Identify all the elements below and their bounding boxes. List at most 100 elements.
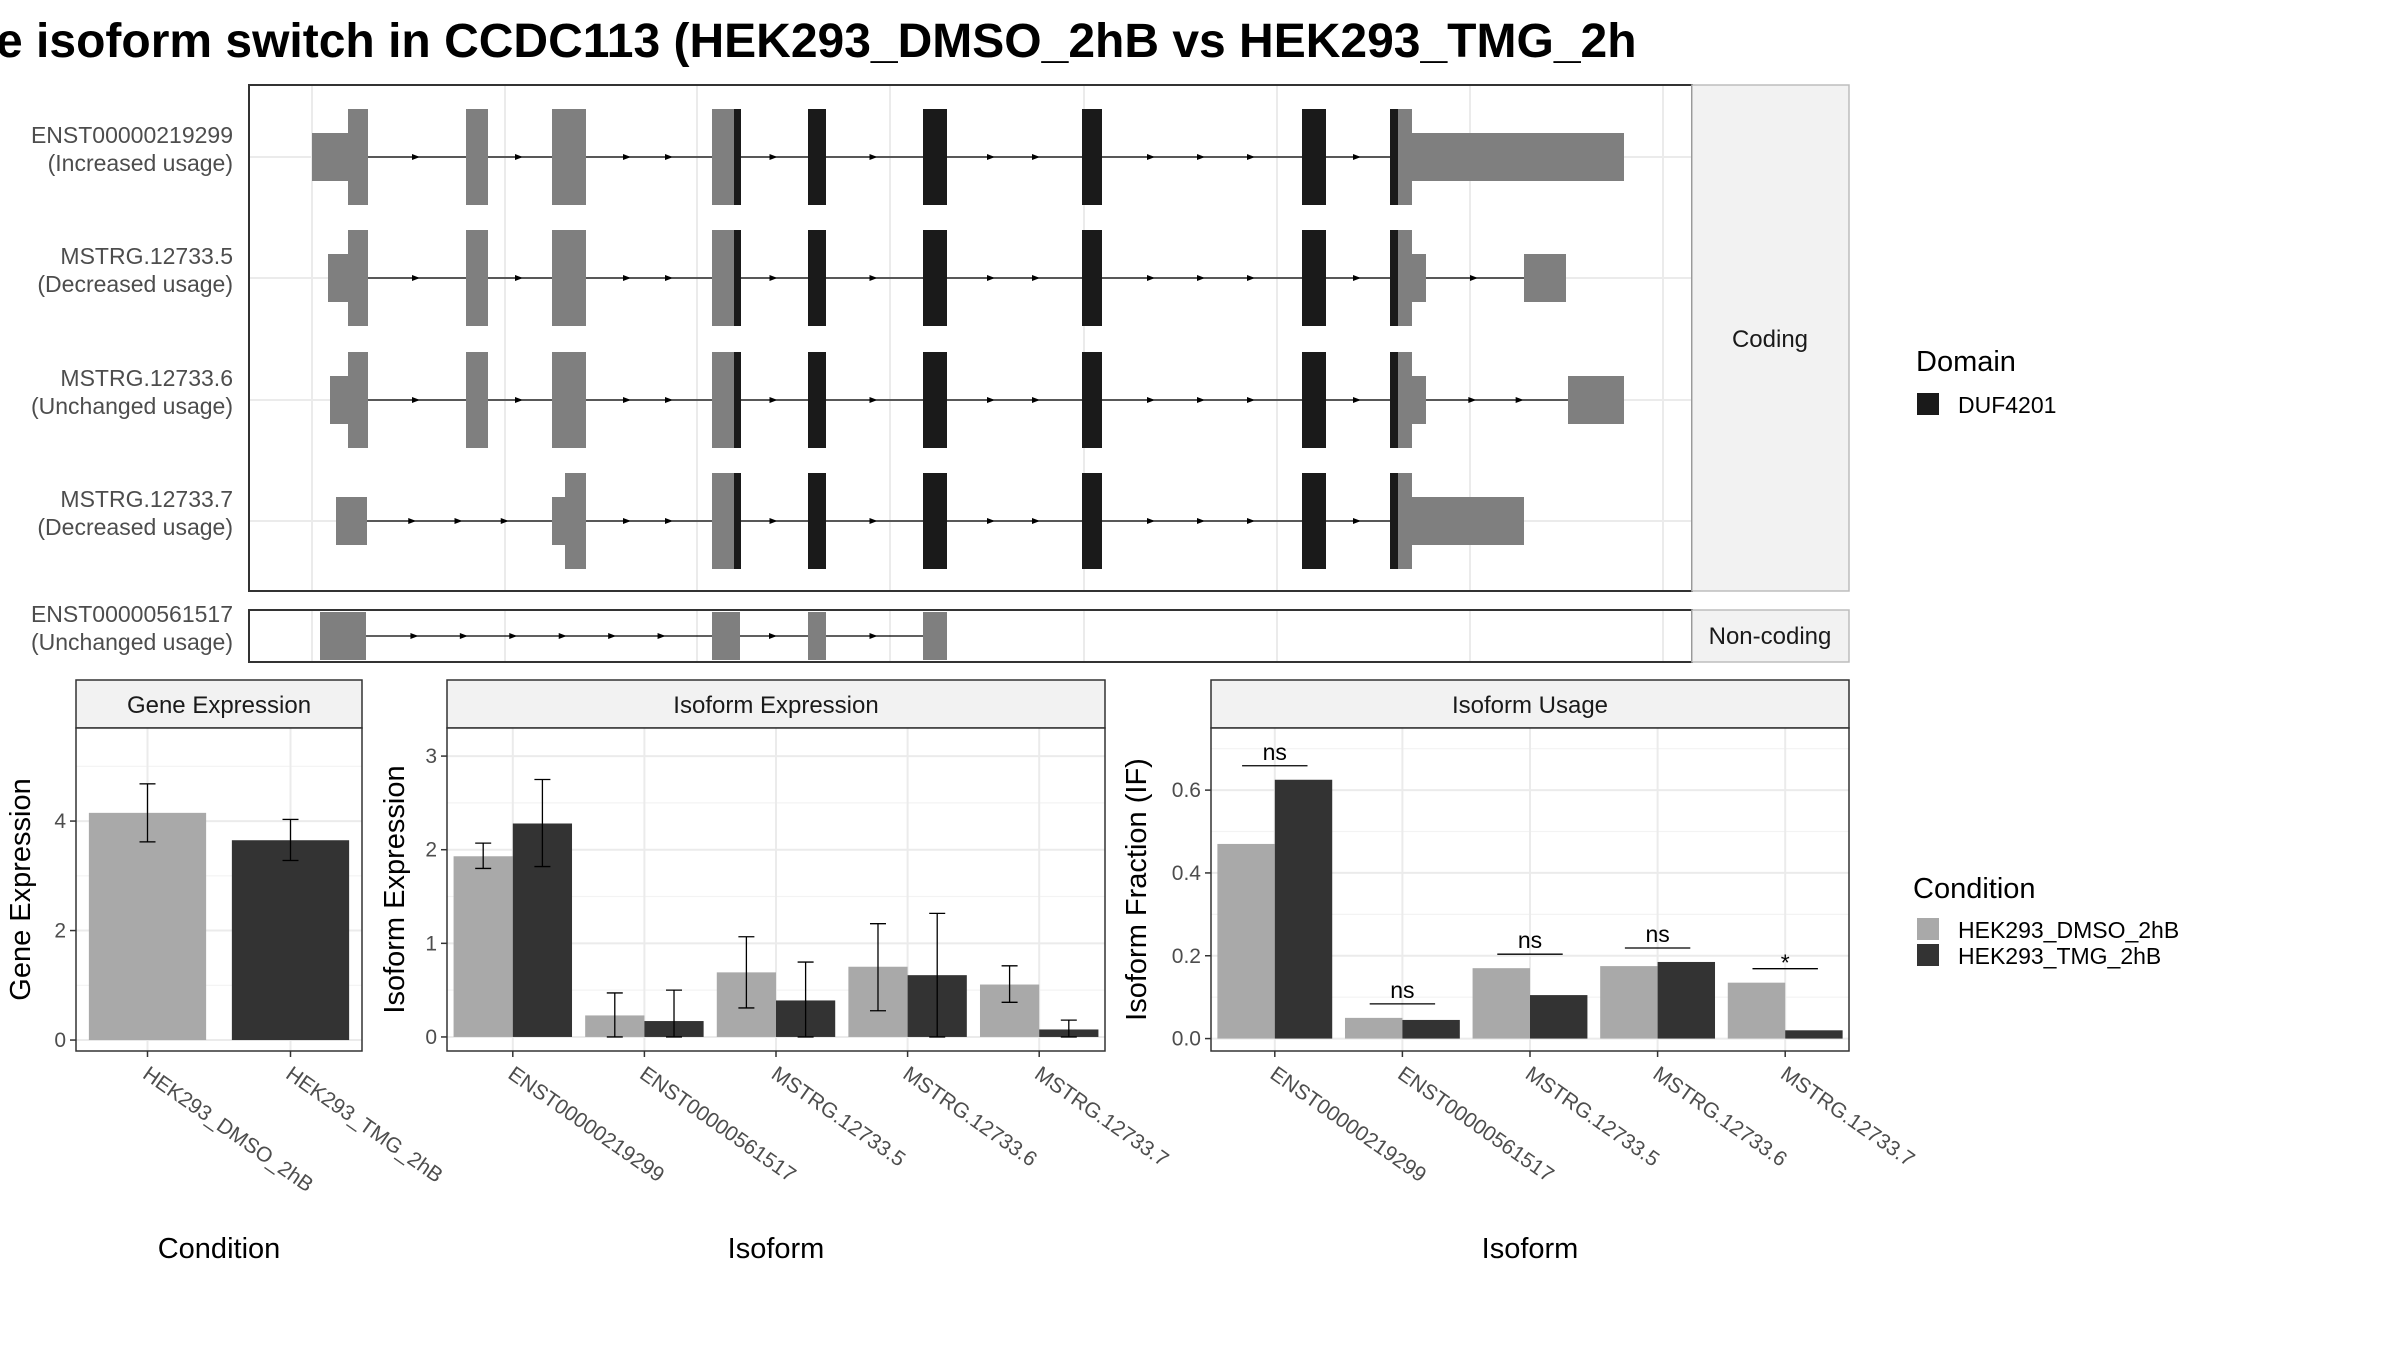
exon bbox=[348, 109, 368, 205]
domain-exon bbox=[1390, 352, 1398, 448]
transcript-row-4 bbox=[320, 612, 947, 660]
domain-exon bbox=[1302, 352, 1326, 448]
y-tick-label: 0.2 bbox=[1172, 945, 1201, 968]
intron-arrow bbox=[558, 633, 567, 639]
intron-arrow bbox=[1247, 518, 1255, 524]
exon bbox=[1398, 473, 1412, 569]
chart-0: Gene Expression024HEK293_DMSO_2hBHEK293_… bbox=[5, 679, 447, 1265]
domain-legend-title: Domain bbox=[1916, 346, 2016, 378]
chart-strip bbox=[75, 679, 363, 729]
noncoding-strip bbox=[1691, 609, 1850, 663]
intron-arrow bbox=[1197, 397, 1205, 403]
intron-arrow bbox=[1197, 154, 1205, 160]
bar-dmso bbox=[1472, 968, 1530, 1039]
exon bbox=[466, 109, 488, 205]
domain-exon bbox=[923, 109, 947, 205]
significance-label: ns bbox=[1645, 921, 1669, 947]
exon bbox=[336, 497, 367, 545]
intron-arrow bbox=[769, 154, 778, 160]
intron-arrow bbox=[515, 397, 523, 403]
transcript-row-3 bbox=[336, 473, 1524, 569]
domain-exon bbox=[734, 109, 741, 205]
intron-arrow bbox=[623, 518, 631, 524]
intron-arrow bbox=[1247, 397, 1255, 403]
bar-tmg bbox=[1785, 1030, 1843, 1039]
intron-arrow bbox=[869, 518, 878, 524]
intron-arrow bbox=[1032, 275, 1040, 281]
y-axis-title: Gene Expression bbox=[5, 778, 37, 1000]
exon bbox=[1568, 376, 1624, 424]
intron-arrow bbox=[1147, 518, 1155, 524]
exon bbox=[320, 612, 366, 660]
condition-legend-key-dmso bbox=[1917, 918, 1939, 940]
intron-arrow bbox=[1032, 154, 1040, 160]
bar-dmso bbox=[1727, 982, 1786, 1039]
intron-arrow bbox=[869, 397, 878, 403]
domain-exon bbox=[1390, 109, 1398, 205]
condition-legend-entry-tmg: HEK293_TMG_2hB bbox=[1958, 943, 2161, 969]
intron-arrow bbox=[1147, 154, 1155, 160]
intron-arrow bbox=[1247, 154, 1255, 160]
x-tick-label: MSTRG.12733.7 bbox=[1776, 1062, 1918, 1171]
bar-tmg bbox=[1274, 779, 1333, 1039]
exon bbox=[712, 612, 740, 660]
domain-exon bbox=[923, 352, 947, 448]
intron-arrow bbox=[1197, 518, 1205, 524]
exon bbox=[923, 612, 947, 660]
intron-arrow bbox=[1247, 275, 1255, 281]
transcript-usage-label: (Unchanged usage) bbox=[31, 629, 233, 655]
transcript-usage-label: (Decreased usage) bbox=[37, 271, 233, 297]
bar-tmg bbox=[1402, 1019, 1460, 1039]
domain-legend: Domain DUF4201 bbox=[1916, 346, 2056, 418]
intron-arrow bbox=[623, 397, 631, 403]
bar bbox=[231, 840, 350, 1041]
intron-arrow bbox=[515, 154, 523, 160]
transcript-structure-panel: Coding Non-coding ENST00000219299(Increase… bbox=[31, 84, 1850, 663]
transcript-id-label: ENST00000219299 bbox=[31, 122, 233, 148]
domain-exon bbox=[1082, 473, 1102, 569]
intron-arrow bbox=[769, 633, 777, 639]
domain-exon bbox=[923, 230, 947, 326]
exon bbox=[552, 352, 586, 448]
chart-title: Isoform Usage bbox=[1452, 692, 1608, 719]
intron-arrow bbox=[1032, 518, 1040, 524]
intron-arrow bbox=[869, 633, 878, 639]
exon bbox=[712, 109, 736, 205]
x-tick-label: MSTRG.12733.6 bbox=[899, 1062, 1041, 1171]
intron-arrow bbox=[1147, 275, 1155, 281]
intron-arrow bbox=[987, 154, 995, 160]
exon bbox=[808, 612, 826, 660]
significance-label: ns bbox=[1390, 977, 1414, 1003]
transcript-id-label: MSTRG.12733.5 bbox=[60, 243, 233, 269]
transcript-row-2 bbox=[330, 352, 1624, 448]
intron-arrow bbox=[1353, 275, 1361, 281]
intron-arrow bbox=[459, 633, 468, 639]
intron-arrow bbox=[869, 275, 878, 281]
intron-arrow bbox=[769, 397, 778, 403]
exon bbox=[552, 497, 565, 545]
intron-arrow bbox=[1515, 397, 1524, 403]
domain-exon bbox=[1302, 230, 1326, 326]
intron-arrow bbox=[665, 397, 673, 403]
bar-tmg bbox=[1530, 995, 1588, 1039]
intron-arrow bbox=[869, 154, 878, 160]
transcript-id-label: MSTRG.12733.6 bbox=[60, 365, 233, 391]
intron-arrow bbox=[1353, 397, 1361, 403]
domain-exon bbox=[808, 230, 826, 326]
intron-arrow bbox=[1032, 397, 1040, 403]
exon bbox=[330, 376, 348, 424]
intron-arrow bbox=[412, 154, 420, 160]
transcript-usage-label: (Decreased usage) bbox=[37, 514, 233, 540]
intron-arrow bbox=[987, 518, 995, 524]
significance-label: ns bbox=[1263, 739, 1287, 765]
domain-exon bbox=[1082, 109, 1102, 205]
significance-label: * bbox=[1781, 950, 1790, 976]
y-tick-label: 4 bbox=[54, 810, 66, 833]
x-axis-title: Isoform bbox=[1482, 1233, 1579, 1265]
condition-legend: Condition HEK293_DMSO_2hB HEK293_TMG_2hB bbox=[1913, 873, 2179, 969]
domain-exon bbox=[1302, 109, 1326, 205]
intron-arrow bbox=[412, 275, 420, 281]
transcript-id-label: MSTRG.12733.7 bbox=[60, 486, 233, 512]
bar bbox=[88, 812, 207, 1041]
plot-border bbox=[75, 727, 363, 1052]
